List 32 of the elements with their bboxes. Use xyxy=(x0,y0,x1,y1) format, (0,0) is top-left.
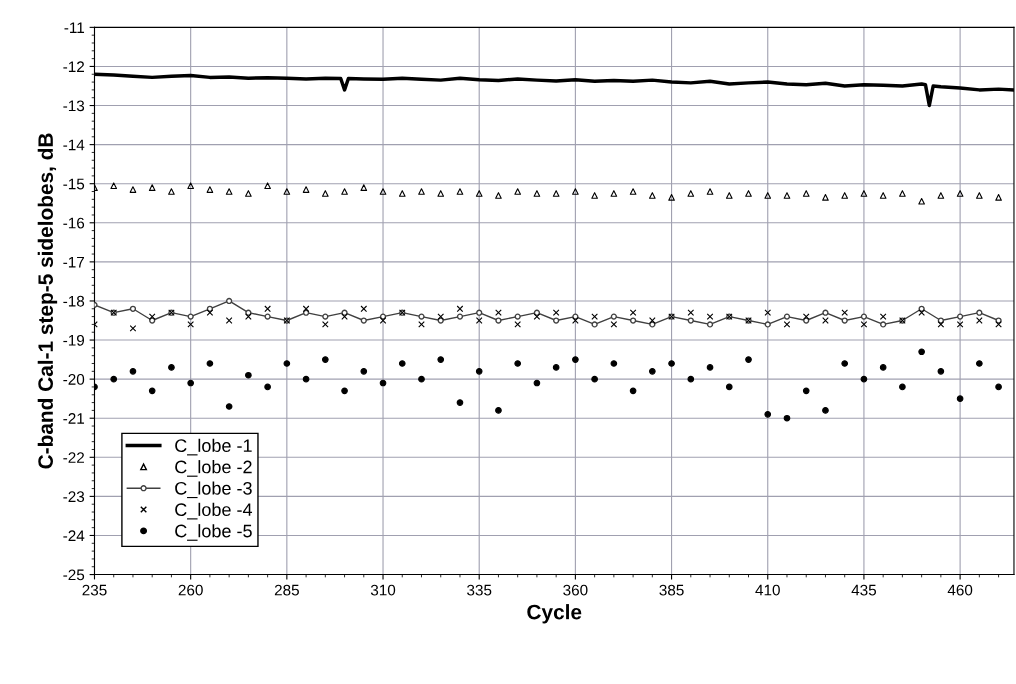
y-tick-label: -20 xyxy=(63,374,85,385)
x-tick-label: 460 xyxy=(947,584,973,596)
y-tick-label: -14 xyxy=(63,139,85,151)
y-tick-label: -12 xyxy=(63,61,84,72)
y-tick-label: -16 xyxy=(63,217,85,229)
y-tick-label: -18 xyxy=(63,295,85,307)
x-tick-label: 335 xyxy=(467,584,492,596)
x-tick-label: 235 xyxy=(82,584,107,596)
y-tick-label: -19 xyxy=(63,334,85,346)
x-tick-label: 435 xyxy=(851,584,877,596)
y-tick-label: -25 xyxy=(63,569,85,581)
legend-label: C_lobe -5 xyxy=(175,524,252,541)
y-tick-label: -23 xyxy=(63,491,85,503)
y-tick-label: -15 xyxy=(63,178,85,190)
x-axis-title: Cycle xyxy=(527,604,582,624)
y-tick-label: -24 xyxy=(63,530,85,542)
y-tick-label: -13 xyxy=(63,100,85,112)
y-axis-title: C-band Cal-1 step-5 sidelobes, dB xyxy=(37,133,58,469)
y-tick-label: -17 xyxy=(63,256,84,268)
x-tick-label: 310 xyxy=(370,584,396,596)
y-tick-label: -11 xyxy=(64,22,85,33)
x-tick-label: 360 xyxy=(563,584,588,596)
legend-label: C_lobe -3 xyxy=(175,481,252,499)
y-tick-label: -22 xyxy=(63,452,84,463)
x-tick-label: 285 xyxy=(274,584,299,596)
legend-label: C_lobe -2 xyxy=(175,460,252,477)
legend-label: C_lobe -4 xyxy=(175,502,253,520)
x-tick-label: 385 xyxy=(659,584,684,596)
x-tick-label: 260 xyxy=(178,584,203,596)
x-tick-label: 410 xyxy=(755,584,780,596)
legend-label: C_lobe -1 xyxy=(175,438,252,456)
y-tick-label: -21 xyxy=(63,413,85,424)
